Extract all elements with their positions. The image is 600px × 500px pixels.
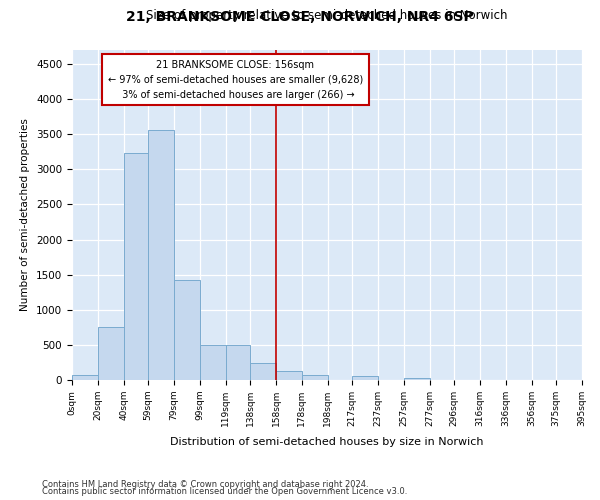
- Bar: [98, 328, 124, 380]
- Bar: [148, 130, 174, 380]
- Text: Contains public sector information licensed under the Open Government Licence v3: Contains public sector information licen…: [42, 487, 407, 496]
- Bar: [174, 280, 200, 380]
- Bar: [226, 345, 250, 380]
- Title: Size of property relative to semi-detached houses in Norwich: Size of property relative to semi-detach…: [146, 10, 508, 22]
- Bar: [72, 376, 98, 380]
- Text: 21 BRANKSOME CLOSE: 156sqm
← 97% of semi-detached houses are smaller (9,628)
  3: 21 BRANKSOME CLOSE: 156sqm ← 97% of semi…: [107, 60, 363, 100]
- Y-axis label: Number of semi-detached properties: Number of semi-detached properties: [20, 118, 31, 312]
- X-axis label: Distribution of semi-detached houses by size in Norwich: Distribution of semi-detached houses by …: [170, 437, 484, 447]
- Text: Contains HM Land Registry data © Crown copyright and database right 2024.: Contains HM Land Registry data © Crown c…: [42, 480, 368, 489]
- Bar: [124, 153, 148, 380]
- Bar: [302, 376, 328, 380]
- Bar: [276, 370, 302, 380]
- Bar: [404, 378, 430, 380]
- Bar: [250, 363, 276, 380]
- Bar: [352, 376, 378, 380]
- Text: 21, BRANKSOME CLOSE, NORWICH, NR4 6SP: 21, BRANKSOME CLOSE, NORWICH, NR4 6SP: [126, 10, 474, 24]
- Bar: [200, 345, 226, 380]
